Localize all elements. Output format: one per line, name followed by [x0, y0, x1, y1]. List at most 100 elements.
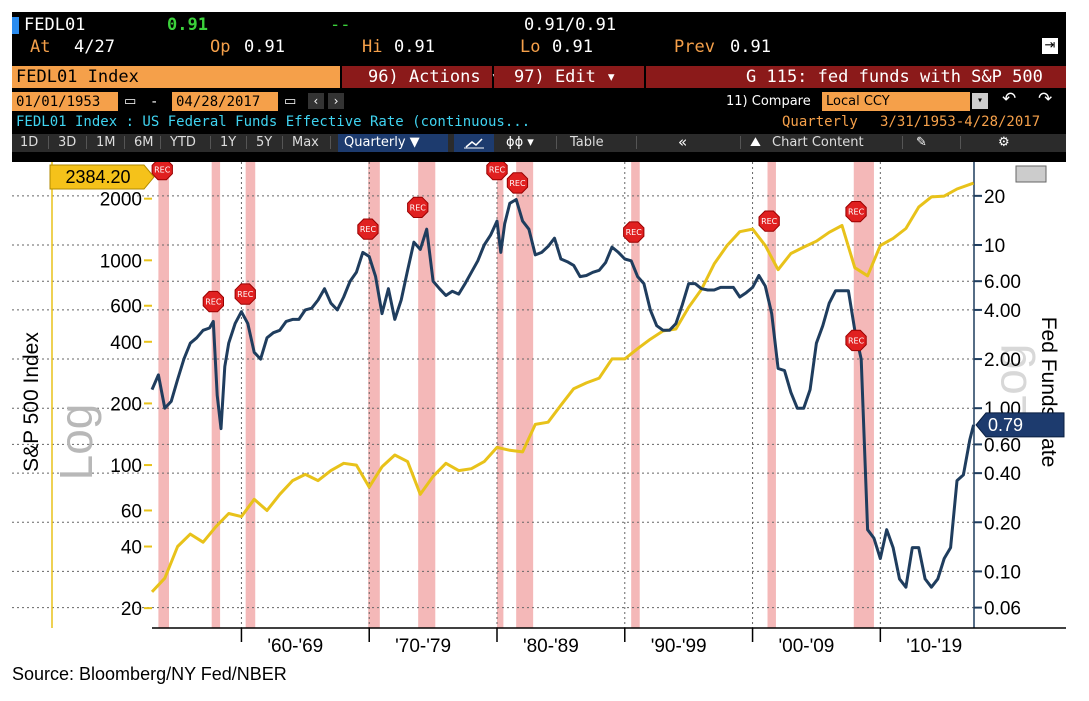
period-1d[interactable]: 1D [20, 135, 39, 150]
right-tick-label: 20 [984, 187, 1005, 208]
rec-marker: REC [357, 218, 379, 240]
chart-content-button[interactable]: Chart Content [772, 135, 864, 150]
right-tick-label: 0.40 [984, 464, 1021, 485]
rec-marker-label: REC [626, 228, 643, 237]
left-tick-label: 1000 [100, 251, 142, 272]
description-row: FEDL01 Index : US Federal Funds Effectiv… [12, 113, 1066, 131]
frequency-select[interactable]: Quarterly ▼ [338, 134, 448, 152]
graph-title-field[interactable]: G 115: fed funds with S&P 500 [646, 66, 1066, 88]
right-axis-label: Fed Funds Rate [1037, 317, 1060, 468]
table-button[interactable]: Table [570, 135, 604, 150]
prev-label: Prev [674, 37, 715, 57]
start-date-input[interactable]: 01/01/1953 [12, 92, 118, 111]
x-tick-label: '00-'09 [779, 636, 835, 656]
line-chart-icon[interactable] [454, 134, 494, 152]
prev-arrow-icon[interactable]: ‹ [308, 93, 324, 109]
rec-marker-shape [845, 329, 867, 352]
left-tick-label: 200 [110, 394, 142, 415]
currency-select[interactable]: Local CCY [822, 92, 970, 111]
rec-marker: REC [845, 329, 867, 352]
chart-icon[interactable]: ⛰ [750, 135, 761, 150]
period-6m[interactable]: 6M [134, 135, 154, 150]
right-tick-label: 2.00 [984, 350, 1021, 371]
compare-button[interactable]: 11) Compare [726, 94, 811, 109]
x-tick-label: '80-'89 [523, 636, 579, 656]
hi-value: 0.91 [394, 37, 435, 57]
source-note: Source: Bloomberg/NY Fed/NBER [12, 664, 287, 684]
rec-marker-shape [758, 210, 780, 232]
period-5y[interactable]: 5Y [256, 135, 273, 150]
start-date: 01/01/1953 [16, 94, 101, 110]
date-dash: - [150, 94, 159, 110]
right-tick-label: 4.00 [984, 301, 1021, 322]
right-tick-label: 0.20 [984, 513, 1021, 534]
candlestick-icon[interactable]: ɸɸ ▾ [506, 135, 534, 150]
redo-icon[interactable]: ↷ [1038, 89, 1053, 109]
edit-label: 97) Edit ▾ [514, 67, 617, 87]
period-ytd[interactable]: YTD [170, 135, 196, 150]
rec-marker-label: REC [205, 298, 222, 307]
chart-svg: Log Log 20 40 60 100 200 400 600 1000 2000 0.06 0.10… [12, 158, 1066, 656]
export-icon[interactable]: ⇥ [1042, 38, 1058, 54]
calendar-icon[interactable]: ▭ [124, 94, 137, 109]
rec-marker-label: REC [154, 166, 171, 175]
prev-value: 0.91 [730, 37, 771, 57]
right-tick-label: 0.06 [984, 599, 1021, 620]
recession-band [418, 162, 436, 628]
undo-icon[interactable]: ↶ [1002, 89, 1017, 109]
left-scale-watermark: Log [50, 404, 102, 481]
right-scale-watermark: Log [984, 344, 1036, 421]
collapse-icon[interactable]: « [678, 133, 688, 151]
actions-label: 96) Actions ▾ [368, 67, 502, 87]
period-max[interactable]: Max [292, 135, 319, 150]
sp500-last-value-tag [49, 164, 155, 190]
sp500-last-value: 2384.20 [65, 167, 130, 187]
security-field[interactable]: FEDL01 Index [12, 66, 340, 88]
next-arrow-icon[interactable]: › [328, 93, 344, 109]
period-1y[interactable]: 1Y [220, 135, 237, 150]
rec-marker-shape [486, 158, 508, 181]
actions-menu[interactable]: 96) Actions ▾ [342, 66, 501, 88]
frequency-value: Quarterly ▼ [344, 135, 420, 150]
net-change: -- [330, 15, 351, 35]
hi-label: Hi [362, 37, 383, 57]
period-3d[interactable]: 3D [58, 135, 77, 150]
ohlc-row: At 4/27 Op 0.91 Hi 0.91 Lo 0.91 Prev 0.9… [12, 36, 1066, 58]
edit-chart-icon[interactable]: ✎ [916, 135, 927, 150]
rec-marker-shape [845, 201, 867, 223]
x-tick-label: '90-'99 [651, 636, 707, 656]
left-tick-label: 40 [121, 538, 142, 559]
rec-marker: REC [758, 210, 780, 232]
rec-marker: REC [151, 158, 173, 181]
recession-band [497, 162, 504, 628]
x-tick-label: '10-'19 [906, 636, 962, 656]
series-description: FEDL01 Index : US Federal Funds Effectiv… [16, 114, 531, 130]
rec-marker-shape [151, 158, 173, 181]
end-date-input[interactable]: 04/28/2017 [172, 92, 278, 111]
bid-ask: 0.91/0.91 [524, 15, 617, 35]
edit-menu[interactable]: 97) Edit ▾ [494, 66, 644, 88]
rec-marker-label: REC [761, 217, 778, 226]
ticker[interactable]: FEDL01 [24, 15, 86, 35]
period-1m[interactable]: 1M [96, 135, 116, 150]
x-tick-label: '60-'69 [267, 636, 323, 656]
rec-marker: REC [623, 221, 645, 243]
rec-marker: REC [486, 158, 508, 181]
fed-last-value: 0.79 [988, 415, 1023, 435]
right-tick-label: 6.00 [984, 272, 1021, 293]
chevron-down-icon[interactable]: ▾ [972, 93, 988, 109]
rec-marker-shape [357, 218, 379, 240]
chart-settings-icon [1015, 165, 1047, 183]
last-price: 0.91 [167, 15, 208, 35]
right-tick-label: 0.10 [984, 562, 1021, 583]
recession-band [516, 162, 534, 628]
date-range: 3/31/1953-4/28/2017 [880, 114, 1041, 130]
rec-marker-label: REC [848, 336, 865, 345]
bloomberg-terminal: FEDL01 0.91 -- 0.91/0.91 At 4/27 Op 0.91… [12, 12, 1066, 656]
recession-band [245, 162, 256, 628]
gear-icon[interactable]: ⚙ [998, 135, 1010, 150]
rec-marker-label: REC [848, 208, 865, 217]
rec-marker-label: REC [237, 290, 254, 299]
calendar-icon[interactable]: ▭ [284, 94, 297, 109]
at-value: 4/27 [74, 37, 115, 57]
